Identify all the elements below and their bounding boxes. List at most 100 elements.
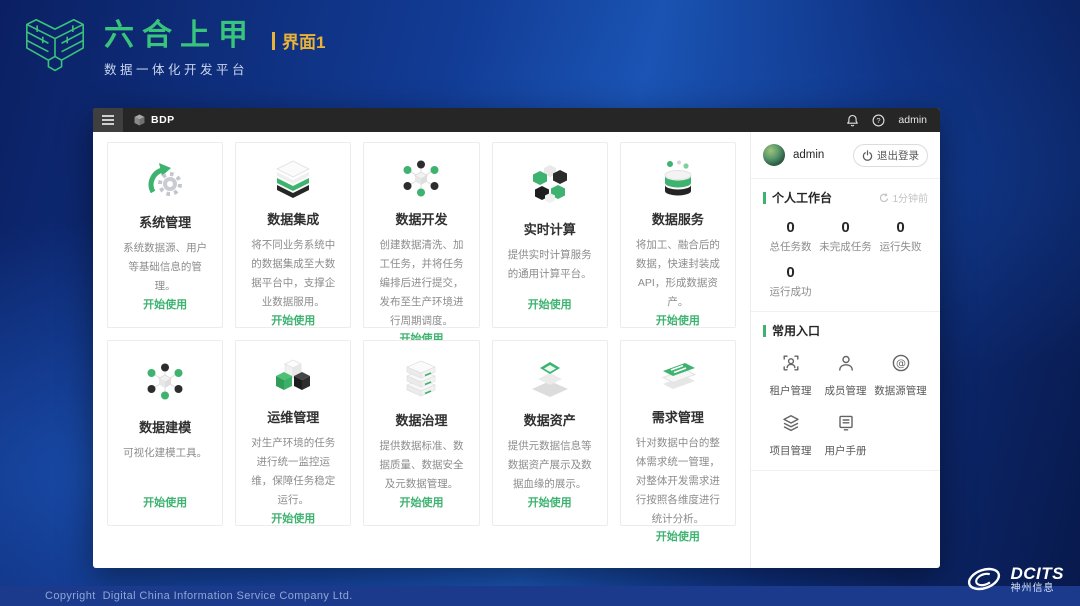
workspace-title: 个人工作台	[772, 191, 833, 205]
quick-entry-manual[interactable]: 用户手册	[818, 413, 873, 458]
brand-title: 六合上甲	[104, 19, 256, 52]
module-card-10: 需求管理 针对数据中台的整体需求统一管理，对整体开发需求进行按照各维度进行统计分…	[619, 340, 736, 543]
stat-label: 未完成任务	[819, 241, 872, 253]
quick-entry-title: 常用入口	[772, 324, 821, 338]
user-name: admin	[793, 149, 825, 161]
dcits-name: DCITS	[1010, 563, 1064, 583]
card-description: 针对数据中台的整体需求统一管理，对整体开发需求进行按照各维度进行统计分析。	[635, 437, 720, 525]
notifications-bell-icon[interactable]	[846, 114, 859, 127]
quick-entry-section-head: 常用入口	[763, 322, 928, 339]
app-window: BDP ? admin	[93, 108, 940, 568]
topbar-right: ? admin	[846, 114, 927, 127]
logout-button[interactable]: 退出登录	[853, 143, 928, 167]
dcits-swirl-icon	[967, 567, 1000, 591]
module-card-9: 数据资产 提供元数据信息等数据资产展示及数据血缘的展示。 开始使用	[491, 340, 608, 526]
workspace-stats: 0 总任务数 0 未完成任务 0 运行失败 0 运行成功	[763, 219, 928, 299]
card-description: 将加工、融合后的数据，快速封装成API，形成数据资产。	[635, 239, 720, 308]
brand-subtitle: 数据一体化开发平台	[104, 63, 249, 77]
svg-text:?: ?	[877, 116, 881, 125]
quick-entry-tenant[interactable]: 租户管理	[763, 353, 818, 398]
module-card-8: 数据治理 提供数据标准、数据质量、数据安全及元数据管理。 开始使用	[363, 340, 480, 526]
card-description: 提供元数据信息等数据资产展示及数据血缘的展示。	[507, 440, 592, 491]
card-description: 可视化建模工具。	[123, 447, 208, 459]
quick-entry-member[interactable]: 成员管理	[818, 353, 873, 398]
topbar-username[interactable]: admin	[898, 114, 927, 126]
card-title: 运维管理	[267, 410, 320, 425]
manual-icon	[836, 413, 856, 438]
stat-value: 0	[841, 219, 850, 236]
tenant-icon	[781, 353, 801, 378]
molecule-icon	[142, 357, 188, 409]
section-accent-bar	[763, 191, 766, 204]
card-title: 数据开发	[395, 212, 448, 227]
app-topbar: BDP ? admin	[93, 108, 940, 132]
dcits-text: DCITS 神州信息	[1011, 565, 1065, 594]
card-description: 系统数据源、用户等基础信息的管理。	[123, 242, 208, 293]
user-row: admin 退出登录	[763, 140, 928, 170]
quick-entry-datasource[interactable]: @ 数据源管理	[873, 353, 928, 398]
card-title: 数据集成	[267, 212, 320, 227]
start-using-link[interactable]: 开始使用	[399, 497, 444, 509]
workspace-stat: 0 运行失败	[873, 219, 928, 254]
pyramid-icon	[527, 357, 573, 402]
cubes-icon	[270, 357, 316, 399]
module-card-7: 运维管理 对生产环境的任务进行统一监控运维，保障任务稳定运行。 开始使用	[235, 340, 352, 526]
stat-label: 运行失败	[879, 241, 922, 253]
datasource-icon: @	[891, 353, 911, 378]
help-icon[interactable]: ?	[872, 114, 885, 127]
start-using-link[interactable]: 开始使用	[143, 299, 188, 311]
workspace-section-head: 个人工作台 1分钟前	[763, 189, 928, 206]
server-stack-icon	[398, 357, 444, 402]
stat-value: 0	[786, 219, 795, 236]
module-cards-grid: 系统管理 系统数据源、用户等基础信息的管理。 开始使用 数据集成 将不同业务系统…	[93, 132, 750, 568]
avatar	[763, 144, 785, 166]
card-title: 实时计算	[523, 222, 576, 237]
app-logo: BDP	[134, 114, 175, 126]
card-description: 对生产环境的任务进行统一监控运维，保障任务稳定运行。	[251, 437, 336, 506]
entry-label: 成员管理	[824, 385, 867, 397]
start-using-link[interactable]: 开始使用	[527, 299, 572, 311]
divider	[751, 470, 940, 471]
module-card-1: 系统管理 系统数据源、用户等基础信息的管理。 开始使用	[107, 142, 224, 328]
gear-sync-icon	[142, 159, 188, 204]
quick-entry-project[interactable]: 项目管理	[763, 413, 818, 458]
svg-text:@: @	[896, 358, 906, 369]
menu-toggle-button[interactable]	[93, 108, 123, 132]
docs-stack-icon	[655, 357, 701, 399]
member-icon	[836, 353, 856, 378]
start-using-link[interactable]: 开始使用	[143, 497, 188, 509]
hamburger-icon	[102, 115, 114, 125]
card-description: 将不同业务系统中的数据集成至大数据平台中，支撑企业数据服用。	[251, 239, 336, 308]
divider	[751, 311, 940, 312]
refresh-label: 1分钟前	[892, 194, 928, 205]
start-using-link[interactable]: 开始使用	[655, 314, 700, 327]
molecule-icon	[398, 159, 444, 201]
card-title: 数据治理	[395, 413, 448, 429]
module-card-4: 实时计算 提供实时计算服务的通用计算平台。 开始使用	[491, 142, 608, 328]
module-card-3: 数据开发 创建数据清洗、加工任务，并将任务编排后进行提交，发布至生产环境进行周期…	[363, 142, 480, 345]
brand-text: 六合上甲 数据一体化开发平台	[104, 21, 256, 78]
brand-logo-icon	[24, 12, 86, 87]
dcits-subtext: 神州信息	[1010, 582, 1055, 594]
start-using-link[interactable]: 开始使用	[527, 497, 572, 509]
hex-cluster-icon	[527, 159, 573, 211]
card-description: 创建数据清洗、加工任务，并将任务编排后进行提交，发布至生产环境进行周期调度。	[379, 239, 464, 327]
divider	[751, 178, 940, 179]
page-tag: 界面1	[272, 28, 325, 53]
page-tag-label: 界面1	[282, 33, 326, 52]
start-using-link[interactable]: 开始使用	[271, 512, 316, 525]
card-title: 系统管理	[139, 215, 192, 231]
module-card-6: 数据建模 可视化建模工具。 开始使用	[107, 340, 224, 526]
section-accent-bar	[763, 324, 766, 337]
quick-entry-grid: 租户管理 成员管理 @ 数据源管理 项目管理 用户手册	[763, 353, 928, 458]
footer-bar: Copyright Digital China Information Serv…	[0, 586, 1080, 606]
refresh-icon	[880, 192, 889, 202]
app-name: BDP	[151, 114, 175, 126]
card-title: 数据资产	[523, 413, 576, 429]
start-using-link[interactable]: 开始使用	[271, 314, 316, 327]
start-using-link[interactable]: 开始使用	[655, 531, 700, 544]
layer-stack-icon	[270, 159, 316, 201]
refresh-control[interactable]: 1分钟前	[879, 190, 928, 205]
project-icon	[781, 413, 801, 438]
brand-header: 六合上甲 数据一体化开发平台 界面1	[24, 12, 325, 87]
